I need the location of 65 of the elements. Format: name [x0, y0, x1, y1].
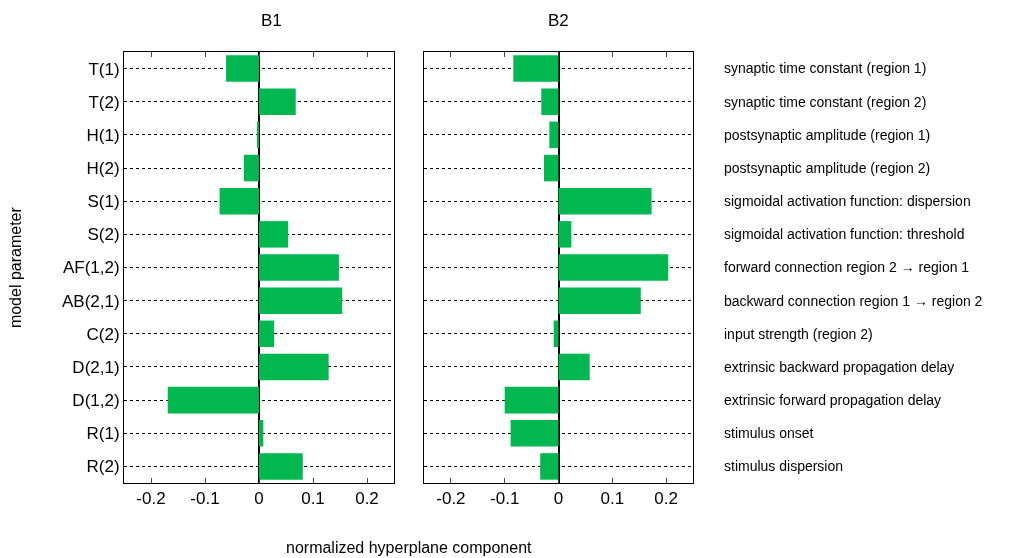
- bar: [259, 420, 264, 447]
- y2-tick-label: synaptic time constant (region 1): [724, 60, 927, 77]
- bar: [226, 55, 259, 82]
- x-tick-label: 0: [254, 489, 264, 509]
- y2-tick-label: synaptic time constant (region 2): [724, 93, 927, 110]
- bar: [549, 121, 559, 149]
- y-tick-label: T(2): [88, 92, 120, 112]
- y2-tick-label: sigmoidal activation function: threshold: [724, 226, 965, 243]
- y2-tick-label: sigmoidal activation function: dispersion: [724, 193, 971, 210]
- y-tick-label: R(1): [86, 424, 120, 444]
- bar: [558, 287, 641, 314]
- y-tick-label: H(2): [86, 158, 120, 178]
- x-tick-label: -0.2: [136, 489, 166, 509]
- y2-tick-label: stimulus dispersion: [724, 458, 844, 475]
- y2-tick-label: postsynaptic amplitude (region 2): [724, 159, 931, 176]
- x-tick-label: -0.2: [436, 489, 466, 509]
- y-tick-label: S(1): [87, 192, 120, 212]
- y2-tick-label: stimulus onset: [724, 425, 814, 442]
- bar: [259, 453, 303, 480]
- bar: [243, 154, 259, 182]
- y-tick-label: D(2,1): [72, 357, 120, 377]
- chart-title: B1: [261, 11, 282, 30]
- bar: [259, 353, 329, 381]
- bar: [259, 320, 275, 348]
- y-axis-title: model parameter: [7, 206, 25, 329]
- y2-tick-label: extrinsic forward propagation delay: [724, 392, 942, 409]
- y-tick-label: R(2): [86, 457, 120, 477]
- x-tick-label: 0.1: [600, 489, 625, 509]
- bar: [510, 420, 559, 447]
- bar: [167, 386, 259, 414]
- bar: [259, 221, 289, 248]
- y-tick-label: D(1,2): [72, 391, 120, 411]
- bar: [219, 187, 259, 215]
- bar: [558, 254, 669, 281]
- bar: [558, 221, 572, 248]
- y-tick-label: AF(1,2): [62, 258, 120, 278]
- y2-tick-label: extrinsic backward propagation delay: [724, 358, 955, 375]
- x-tick-label: -0.1: [190, 489, 220, 509]
- y2-tick-label: backward connection region 1 → region 2: [724, 292, 983, 309]
- bar: [259, 287, 343, 314]
- bar: [513, 55, 559, 82]
- x-tick-label: 0.2: [355, 489, 379, 509]
- y-tick-label: AB(2,1): [61, 291, 120, 311]
- bar: [553, 320, 559, 348]
- y-tick-label: H(1): [86, 125, 120, 145]
- y2-tick-label: postsynaptic amplitude (region 1): [724, 126, 931, 143]
- x-tick-label: -0.1: [490, 489, 520, 509]
- bar: [558, 353, 590, 381]
- x-axis-title: normalized hyperplane component: [286, 539, 533, 556]
- bar: [540, 453, 559, 480]
- bar: [259, 254, 339, 281]
- y2-tick-label: input strength (region 2): [724, 325, 873, 342]
- x-tick-label: 0.1: [301, 489, 325, 509]
- bar: [543, 154, 559, 182]
- bar: [504, 386, 559, 414]
- x-tick-label: 0: [553, 489, 564, 509]
- chart-title: B2: [548, 11, 569, 30]
- bar: [541, 88, 559, 115]
- y-tick-label: C(2): [86, 324, 120, 344]
- bar: [558, 187, 652, 215]
- y-tick-label: T(1): [88, 59, 120, 79]
- bar: [259, 88, 296, 115]
- x-tick-label: 0.2: [654, 489, 678, 509]
- y2-tick-label: forward connection region 2 → region 1: [724, 259, 970, 276]
- y-tick-label: S(2): [87, 225, 120, 245]
